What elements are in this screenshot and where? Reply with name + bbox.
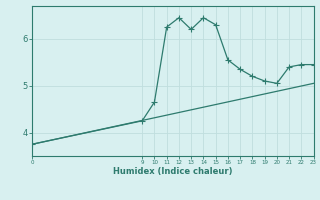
X-axis label: Humidex (Indice chaleur): Humidex (Indice chaleur) <box>113 167 233 176</box>
